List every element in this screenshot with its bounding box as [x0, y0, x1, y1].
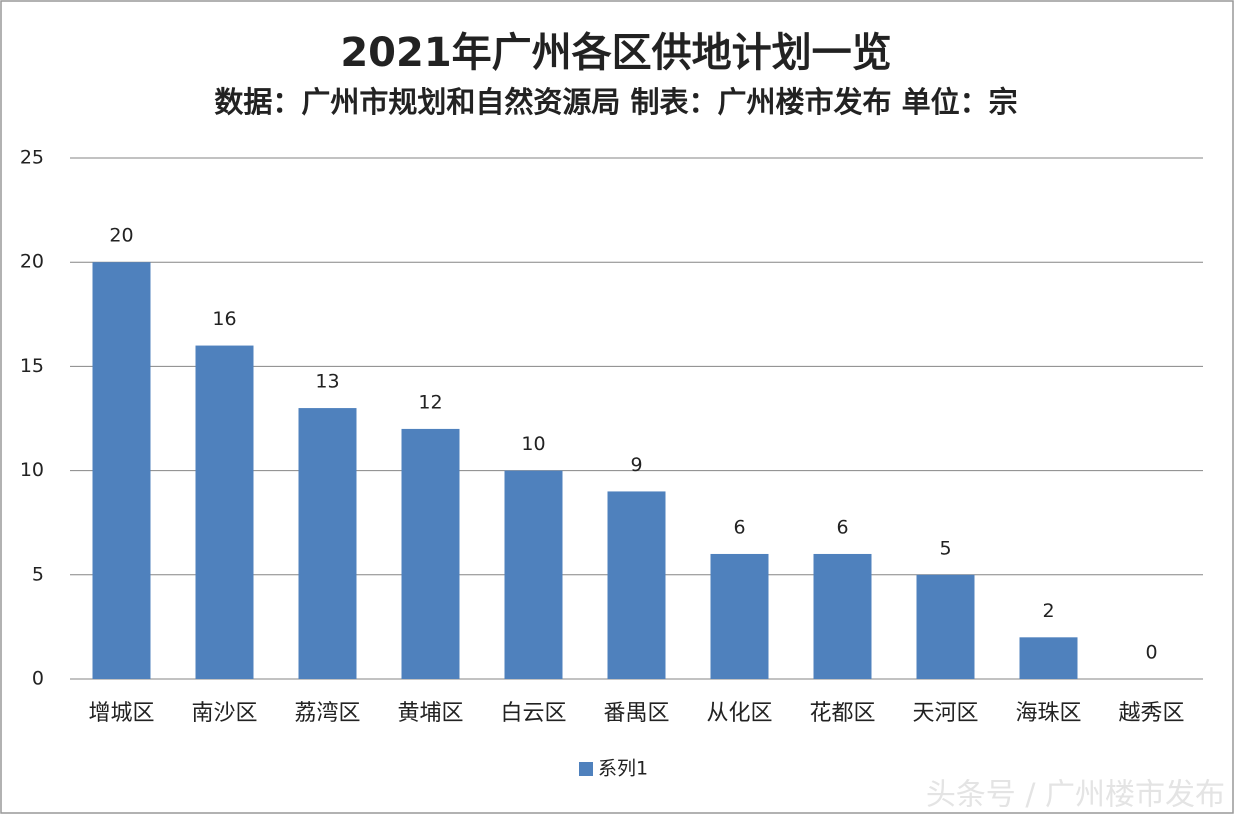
x-tick-label: 白云区: [500, 701, 566, 726]
x-tick-label: 花都区: [809, 701, 875, 726]
data-label: 9: [630, 454, 642, 476]
y-tick-label: 20: [20, 251, 44, 273]
y-tick-label: 15: [20, 355, 44, 377]
watermark: 头条号 / 广州楼市发布: [926, 778, 1225, 813]
bar: [1019, 637, 1078, 679]
y-tick-label: 0: [32, 668, 44, 690]
data-label: 10: [521, 433, 545, 455]
data-label: 5: [939, 537, 951, 559]
bar: [916, 574, 975, 679]
bar: [607, 491, 666, 679]
data-label: 6: [733, 516, 745, 538]
data-label: 6: [836, 516, 848, 538]
bar: [813, 553, 872, 679]
data-label: 16: [212, 308, 236, 330]
bar: [401, 428, 460, 679]
data-label: 13: [315, 371, 339, 393]
x-tick-label: 天河区: [912, 701, 978, 726]
x-tick-label: 番禺区: [603, 701, 669, 726]
x-tick-label: 越秀区: [1118, 701, 1184, 726]
data-label: 20: [109, 225, 133, 247]
x-tick-label: 海珠区: [1015, 701, 1081, 726]
chart-title: 2021年广州各区供地计划一览: [340, 30, 891, 76]
bar: [195, 345, 254, 679]
x-tick-label: 从化区: [706, 701, 772, 726]
x-tick-label: 荔湾区: [294, 701, 360, 726]
legend-label: 系列1: [598, 758, 648, 780]
y-tick-label: 5: [32, 563, 44, 585]
bar: [92, 262, 151, 679]
bar: [504, 470, 563, 679]
chart-subtitle: 数据：广州市规划和自然资源局 制表：广州楼市发布 单位：宗: [214, 85, 1017, 119]
y-tick-label: 10: [20, 459, 44, 481]
y-tick-label: 25: [20, 147, 44, 169]
data-label: 12: [418, 391, 442, 413]
data-label: 2: [1042, 600, 1054, 622]
legend-swatch: [579, 762, 593, 776]
x-tick-label: 黄埔区: [397, 701, 463, 726]
x-tick-label: 南沙区: [191, 701, 257, 726]
data-label: 0: [1145, 642, 1157, 664]
x-tick-label: 增城区: [88, 701, 154, 726]
bar: [298, 408, 357, 679]
bar: [710, 553, 769, 679]
